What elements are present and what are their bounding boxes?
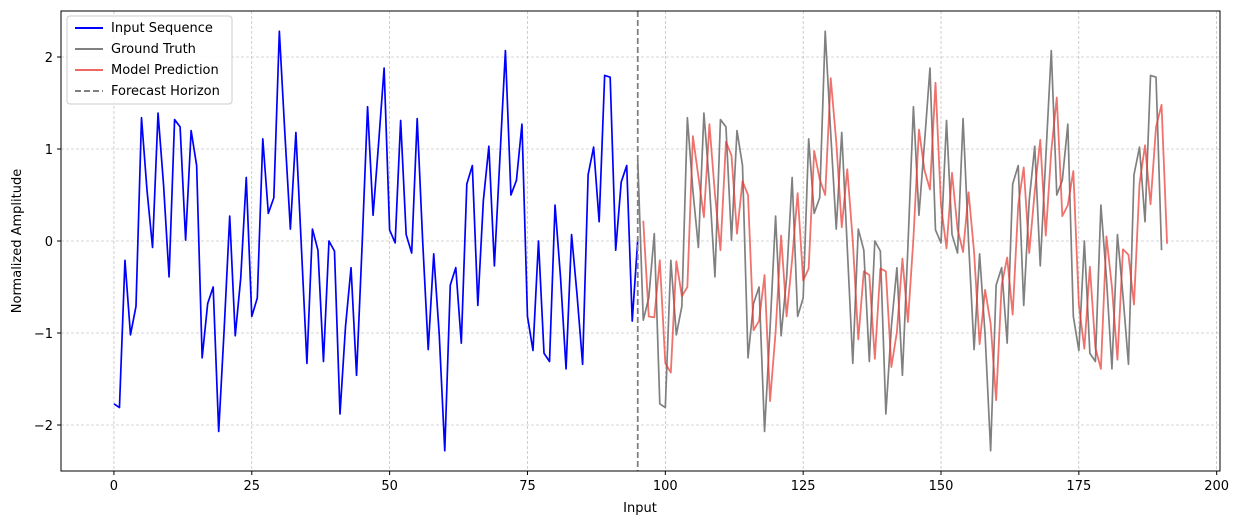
x-tick-label: 175	[1066, 479, 1091, 494]
x-tick-label: 50	[381, 479, 398, 494]
y-tick-label: 2	[45, 51, 53, 66]
legend-box	[66, 15, 233, 105]
series-model-prediction	[642, 77, 1168, 402]
x-tick-label: 150	[929, 479, 954, 494]
legend: Input Sequence Ground Truth Model Predic…	[66, 15, 233, 105]
series-layer	[113, 11, 1168, 471]
series-ground-truth	[636, 30, 1163, 452]
y-axis: −2 −1 0 1 2	[34, 51, 61, 434]
legend-label-forecast-horizon: Forecast Horizon	[111, 84, 220, 99]
legend-label-ground-truth: Ground Truth	[111, 42, 196, 57]
x-axis: 0 25 50 75 100 125 150 175 200	[110, 471, 1229, 494]
legend-label-input-sequence: Input Sequence	[111, 21, 213, 36]
x-tick-label: 0	[110, 479, 118, 494]
x-tick-label: 75	[519, 479, 536, 494]
x-tick-label: 100	[653, 479, 678, 494]
legend-label-model-prediction: Model Prediction	[111, 63, 219, 78]
y-axis-label: Normalized Amplitude	[10, 169, 25, 313]
x-tick-label: 200	[1204, 479, 1229, 494]
series-input-sequence	[113, 30, 639, 452]
x-axis-label: Input	[623, 501, 657, 516]
y-tick-label: −2	[34, 419, 53, 434]
x-tick-label: 25	[244, 479, 261, 494]
y-tick-label: −1	[34, 327, 53, 342]
x-tick-label: 125	[791, 479, 816, 494]
y-tick-label: 0	[45, 235, 53, 250]
y-tick-label: 1	[45, 143, 53, 158]
